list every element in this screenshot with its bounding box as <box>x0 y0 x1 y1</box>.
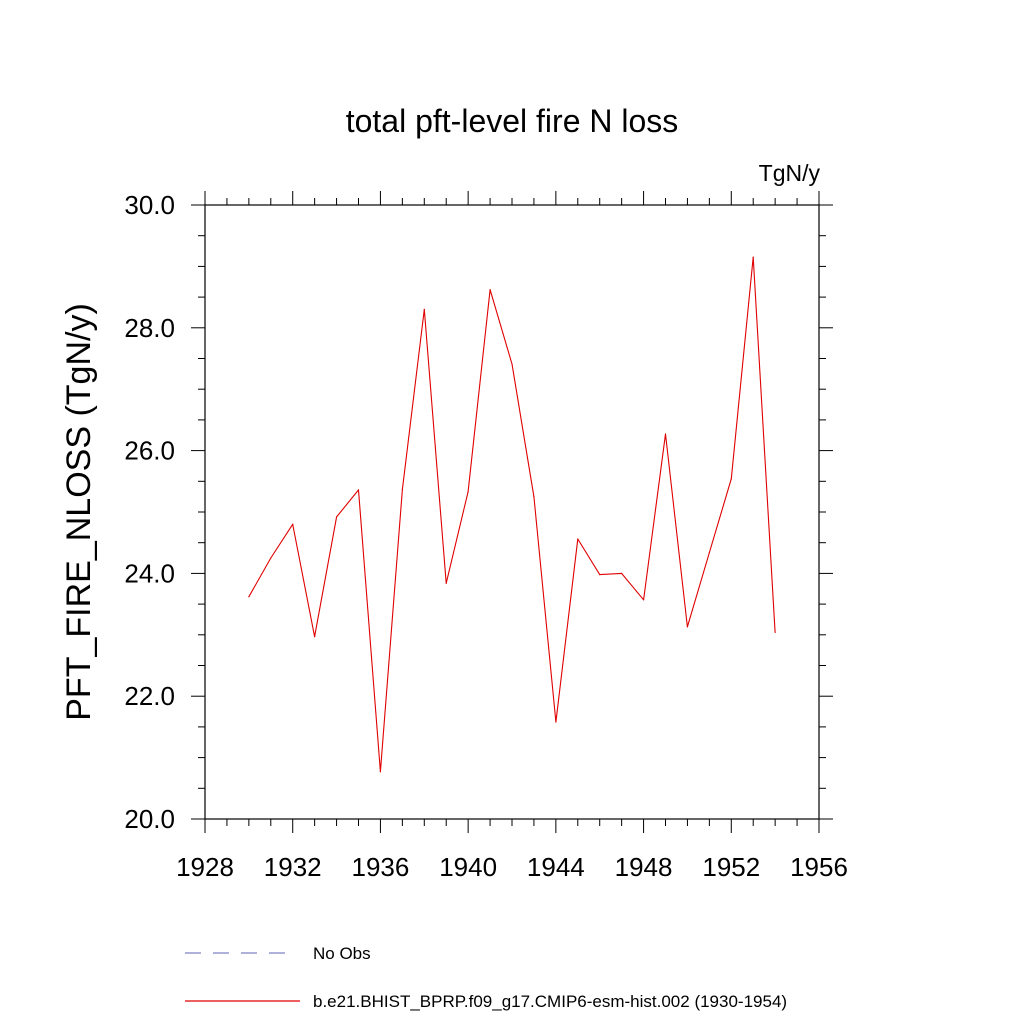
data-point <box>292 523 294 525</box>
y-tick-label: 24.0 <box>124 558 175 588</box>
x-tick-label: 1932 <box>264 852 322 882</box>
data-point <box>489 289 491 291</box>
data-point <box>577 538 579 540</box>
y-axis-label: PFT_FIRE_NLOSS (TgN/y) <box>60 303 98 721</box>
legend-label-model: b.e21.BHIST_BPRP.f09_g17.CMIP6-esm-hist.… <box>313 992 787 1011</box>
x-tick-labels: 1928 1932 1936 1940 1944 1948 1952 1956 <box>176 852 848 882</box>
y-tick-label: 20.0 <box>124 804 175 834</box>
data-point <box>401 488 403 490</box>
y-tick-labels: 20.0 22.0 24.0 26.0 28.0 30.0 <box>124 190 175 834</box>
x-tick-label: 1956 <box>790 852 848 882</box>
legend: No Obs b.e21.BHIST_BPRP.f09_g17.CMIP6-es… <box>185 944 787 1011</box>
data-point <box>752 256 754 258</box>
y-tick-label: 26.0 <box>124 436 175 466</box>
axis-ticks <box>191 191 833 833</box>
data-point <box>533 496 535 498</box>
y-tick-label: 28.0 <box>124 313 175 343</box>
x-tick-label: 1928 <box>176 852 234 882</box>
data-point <box>621 572 623 575</box>
data-point <box>774 631 776 633</box>
x-tick-label: 1940 <box>439 852 497 882</box>
data-point <box>379 771 382 773</box>
data-point <box>686 626 689 628</box>
data-point <box>467 491 469 493</box>
y-tick-label: 30.0 <box>124 190 175 220</box>
data-point <box>248 596 250 598</box>
data-point <box>708 551 710 554</box>
units-label: TgN/y <box>759 160 821 186</box>
data-point <box>270 557 272 559</box>
legend-label-no-obs: No Obs <box>313 944 371 963</box>
data-point <box>445 582 447 584</box>
chart-title: total pft-level fire N loss <box>346 103 679 139</box>
data-point <box>730 478 732 480</box>
data-point <box>642 599 645 601</box>
data-point <box>511 363 513 365</box>
data-point <box>555 721 557 723</box>
data-point <box>423 308 425 310</box>
data-point <box>335 516 338 518</box>
data-point <box>314 636 316 638</box>
data-point <box>357 489 360 491</box>
y-tick-label: 22.0 <box>124 681 175 711</box>
plot-frame <box>204 204 820 820</box>
data-point <box>664 433 667 435</box>
data-point <box>599 574 601 576</box>
series-line <box>248 256 776 773</box>
x-tick-label: 1948 <box>615 852 673 882</box>
series-layer <box>248 256 776 773</box>
x-tick-label: 1944 <box>527 852 585 882</box>
x-tick-label: 1952 <box>702 852 760 882</box>
x-tick-label: 1936 <box>352 852 410 882</box>
